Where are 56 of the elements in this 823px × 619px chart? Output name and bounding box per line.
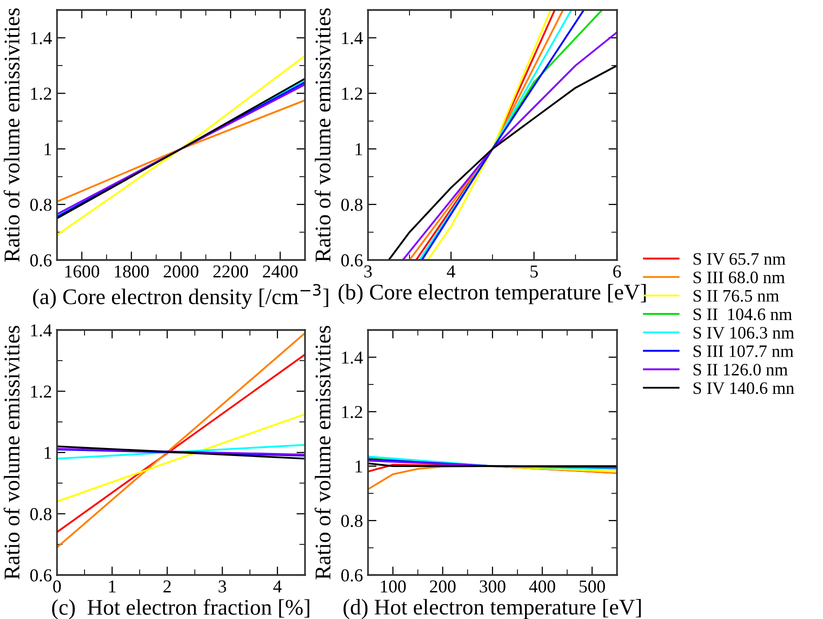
y-tick-label: 0.6	[341, 569, 363, 582]
x-tick-label: 5	[530, 266, 538, 278]
x-tick-label: 4	[273, 580, 282, 592]
x-axis-title: (d) Hot electron temperature [eV]	[344, 599, 641, 619]
x-tick-label: 2000	[164, 265, 198, 278]
x-tick-label: 2200	[213, 265, 248, 278]
x-tick-label: 100	[380, 580, 406, 593]
x-tick-label: 500	[580, 580, 605, 593]
x-tick-label: 1800	[114, 265, 149, 278]
y-axis-title: Ratio of volume emissivities	[314, 8, 330, 262]
y-tick-label: 0.6	[341, 254, 363, 267]
legend-label: S III 107.7 nm	[694, 345, 794, 358]
y-tick-label: 0.6	[30, 569, 52, 582]
line-series	[402, 31, 617, 260]
x-tick-label: 400	[529, 580, 556, 593]
y-axis-title: Ratio of volume emissivities	[314, 326, 330, 580]
y-tick-label: 0.8	[341, 198, 362, 211]
y-tick-label: 1	[44, 446, 52, 459]
y-axis-title: Ratio of volume emissivities	[4, 326, 20, 580]
x-tick-label: 200	[430, 580, 456, 593]
x-tick-label: 3	[364, 265, 372, 278]
x-tick-label: 2400	[262, 265, 298, 278]
y-tick-label: 1.2	[31, 386, 52, 398]
legend-label: S II 104.6 nm	[694, 308, 792, 320]
x-tick-label: 6	[613, 265, 621, 278]
y-tick-label: 1	[44, 143, 52, 156]
legend-label: S IV 65.7 nm	[694, 253, 786, 265]
x-tick-label: 1	[109, 580, 116, 592]
x-axis-title: (a) Core electron density [/cm$^{−3}$]	[33, 284, 328, 309]
y-tick-label: 1.2	[31, 88, 52, 100]
legend-label: S III 68.0 nm	[694, 272, 785, 284]
x-tick-label: 2	[164, 580, 171, 592]
x-tick-label: 4	[446, 266, 456, 278]
legend-label: S IV 106.3 nm	[694, 326, 794, 339]
y-axis-title: Ratio of volume emissivities	[4, 8, 20, 262]
x-tick-label: 0	[53, 580, 61, 593]
y-tick-label: 1	[356, 143, 362, 156]
x-tick-label: 1600	[65, 265, 100, 278]
y-tick-label: 1.4	[31, 32, 52, 44]
x-tick-label: 300	[480, 580, 506, 593]
x-tick-label: 3	[218, 580, 226, 593]
y-tick-label: 1.4	[31, 324, 52, 337]
legend-label: S IV 140.6 mn	[694, 382, 794, 394]
y-tick-label: 1.4	[342, 352, 363, 364]
y-tick-label: 0.8	[30, 198, 52, 211]
y-tick-label: 1.2	[342, 88, 362, 100]
x-axis-title: (b) Core electron temperature [eV]	[338, 284, 646, 304]
y-tick-label: 0.8	[30, 508, 52, 520]
y-tick-label: 1	[356, 460, 362, 472]
y-tick-label: 1.4	[342, 32, 363, 44]
legend-label: S II 126.0 nm	[694, 364, 788, 376]
x-axis-title: (c) Hot electron fraction [%]	[52, 599, 310, 619]
y-tick-label: 0.6	[30, 254, 52, 267]
y-tick-label: 1.2	[342, 406, 362, 418]
y-tick-label: 0.8	[341, 514, 362, 528]
legend-label: S II 76.5 nm	[694, 290, 780, 302]
